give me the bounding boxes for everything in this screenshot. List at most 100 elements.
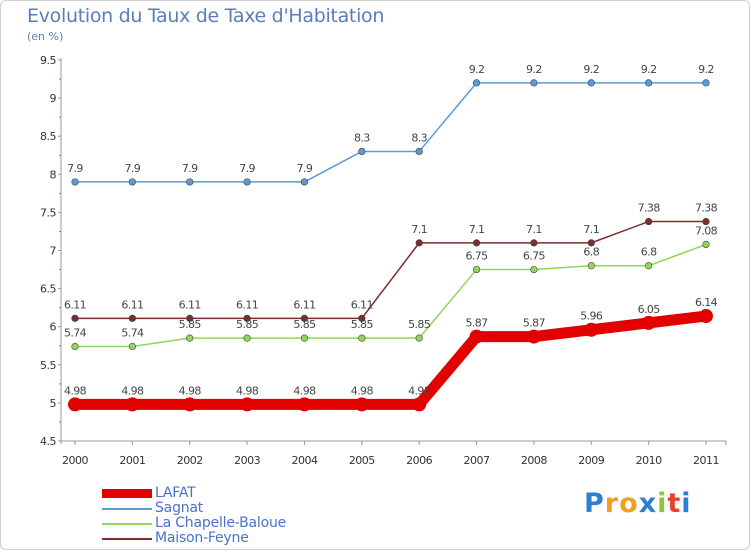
data-point-lafat — [469, 329, 484, 344]
data-point-maison-feyne — [243, 314, 251, 322]
data-label-lafat: 4.98 — [408, 384, 431, 397]
data-point-la-chapelle-baloue — [300, 334, 309, 342]
data-label-maison-feyne: 6.11 — [64, 298, 86, 311]
data-point-maison-feyne — [587, 239, 595, 247]
data-label-maison-feyne: 6.11 — [179, 298, 201, 311]
data-point-sagnat — [415, 147, 423, 156]
logo-letter: i — [681, 488, 692, 519]
data-label-la-chapelle-baloue: 5.74 — [121, 327, 144, 340]
data-label-maison-feyne: 6.11 — [293, 298, 315, 311]
x-tick-label: 2010 — [636, 454, 662, 467]
logo-letter: t — [667, 488, 682, 519]
data-point-sagnat — [186, 178, 194, 186]
legend-swatch-sagnat — [102, 508, 152, 510]
series-line-maison-feyne — [74, 220, 707, 320]
data-label-lafat: 6.14 — [695, 296, 718, 309]
y-tick-label: 7 — [50, 245, 57, 258]
data-point-sagnat — [702, 79, 710, 87]
data-point-la-chapelle-baloue — [472, 265, 481, 274]
legend-label-lafat: LAFAT — [155, 485, 196, 501]
y-tick-label: 6.5 — [40, 283, 56, 296]
data-label-lafat: 4.98 — [236, 384, 259, 397]
data-point-sagnat — [71, 178, 79, 186]
data-point-maison-feyne — [300, 314, 309, 322]
y-tick-label: 4.5 — [40, 435, 56, 448]
data-label-la-chapelle-baloue: 7.08 — [695, 224, 718, 237]
x-tick-label: 2002 — [177, 454, 203, 467]
y-tick-label: 7.5 — [40, 206, 56, 219]
x-tick-label: 2011 — [693, 454, 719, 467]
y-tick-label: 5.5 — [40, 359, 56, 372]
data-label-la-chapelle-baloue: 5.85 — [408, 318, 431, 331]
data-point-la-chapelle-baloue — [530, 265, 538, 274]
data-label-maison-feyne: 7.1 — [526, 223, 542, 236]
series-line-la-chapelle-baloue — [74, 243, 707, 348]
data-label-sagnat: 9.2 — [698, 63, 714, 76]
data-label-sagnat: 7.9 — [182, 162, 198, 175]
data-label-sagnat: 8.3 — [411, 131, 427, 144]
data-point-maison-feyne — [128, 314, 136, 322]
legend-label-maison-feyne: Maison-Feyne — [155, 530, 249, 546]
data-label-la-chapelle-baloue: 5.85 — [236, 318, 259, 331]
logo-letter: P — [584, 488, 605, 519]
data-point-lafat — [68, 397, 82, 412]
proxiti-logo: Proxiti — [584, 488, 692, 519]
data-label-maison-feyne: 6.11 — [351, 298, 373, 311]
data-point-lafat — [297, 397, 312, 412]
series-line-lafat — [69, 310, 712, 410]
data-label-lafat: 4.98 — [64, 384, 87, 397]
data-label-sagnat: 7.9 — [125, 162, 141, 175]
data-label-lafat: 4.98 — [293, 384, 316, 397]
data-label-la-chapelle-baloue: 6.8 — [583, 246, 599, 259]
data-label-la-chapelle-baloue: 6.75 — [465, 250, 488, 263]
data-point-maison-feyne — [186, 314, 194, 322]
data-label-lafat: 5.87 — [465, 317, 488, 330]
data-label-maison-feyne: 7.1 — [469, 223, 485, 236]
data-point-maison-feyne — [472, 239, 481, 247]
data-point-la-chapelle-baloue — [128, 342, 136, 351]
data-point-maison-feyne — [702, 217, 710, 226]
data-label-maison-feyne: 6.11 — [121, 298, 143, 311]
x-tick-label: 2005 — [349, 454, 375, 467]
data-point-lafat — [641, 315, 656, 330]
data-label-la-chapelle-baloue: 5.74 — [64, 327, 87, 340]
data-point-lafat — [699, 309, 713, 324]
data-label-lafat: 5.87 — [523, 317, 546, 330]
data-point-lafat — [584, 322, 599, 337]
data-point-sagnat — [645, 79, 653, 87]
data-label-sagnat: 7.9 — [67, 162, 83, 175]
data-point-maison-feyne — [415, 239, 423, 247]
y-tick-label: 6 — [50, 321, 57, 334]
y-tick-label: 8 — [50, 168, 57, 181]
data-point-la-chapelle-baloue — [702, 240, 710, 249]
y-tick-label: 5 — [50, 397, 57, 410]
legend-swatch-la-chapelle-baloue — [102, 523, 152, 525]
data-label-maison-feyne: 7.1 — [411, 223, 427, 236]
data-label-la-chapelle-baloue: 5.85 — [179, 318, 202, 331]
data-point-la-chapelle-baloue — [243, 334, 251, 342]
x-tick-label: 2007 — [464, 454, 490, 467]
data-label-sagnat: 7.9 — [297, 162, 313, 175]
data-point-sagnat — [530, 79, 538, 87]
data-point-lafat — [182, 397, 197, 412]
data-label-sagnat: 9.2 — [469, 63, 485, 76]
data-point-la-chapelle-baloue — [587, 262, 595, 270]
y-tick-label: 9 — [50, 92, 57, 105]
data-point-sagnat — [300, 178, 309, 186]
data-point-lafat — [526, 329, 541, 344]
x-tick-label: 2006 — [406, 454, 432, 467]
data-label-lafat: 4.98 — [351, 384, 374, 397]
data-point-la-chapelle-baloue — [186, 334, 194, 342]
x-tick-label: 2009 — [578, 454, 604, 467]
y-tick-label: 9.5 — [40, 54, 56, 67]
data-point-maison-feyne — [71, 314, 79, 322]
data-label-maison-feyne: 7.38 — [695, 202, 718, 215]
x-tick-label: 2000 — [62, 454, 88, 467]
data-label-lafat: 5.96 — [580, 310, 603, 323]
y-tick-label: 8.5 — [40, 130, 56, 143]
x-tick-label: 2003 — [234, 454, 260, 467]
x-tick-label: 2004 — [291, 454, 317, 467]
data-label-sagnat: 9.2 — [641, 63, 657, 76]
legend-swatch-lafat — [102, 489, 152, 498]
